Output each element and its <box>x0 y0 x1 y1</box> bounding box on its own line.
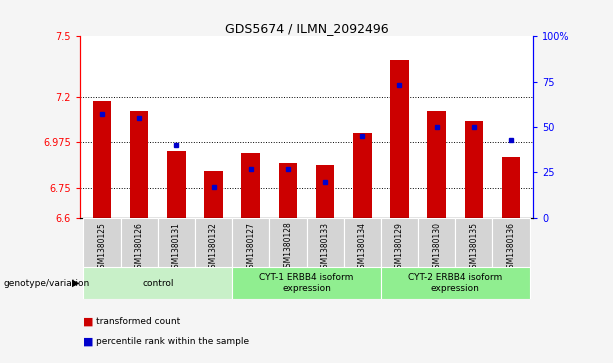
Bar <box>492 218 530 267</box>
Bar <box>316 166 334 218</box>
Bar <box>158 218 195 267</box>
Bar <box>204 171 223 218</box>
Bar <box>427 111 446 218</box>
Text: GSM1380134: GSM1380134 <box>358 222 367 273</box>
Text: GSM1380127: GSM1380127 <box>246 222 255 273</box>
Bar <box>195 218 232 267</box>
Bar <box>93 101 112 218</box>
Bar <box>83 218 121 267</box>
Text: GSM1380130: GSM1380130 <box>432 222 441 273</box>
Text: GSM1380132: GSM1380132 <box>209 222 218 273</box>
Bar <box>381 218 418 267</box>
Text: genotype/variation: genotype/variation <box>3 279 89 287</box>
Text: GSM1380131: GSM1380131 <box>172 222 181 273</box>
Text: GSM1380136: GSM1380136 <box>506 222 516 273</box>
Bar <box>83 267 232 299</box>
Text: transformed count: transformed count <box>96 317 180 326</box>
Bar <box>306 218 344 267</box>
Text: ■: ■ <box>83 336 93 346</box>
Text: GSM1380125: GSM1380125 <box>97 222 107 273</box>
Text: CYT-2 ERBB4 isoform
expression: CYT-2 ERBB4 isoform expression <box>408 273 502 293</box>
Text: ■: ■ <box>83 316 93 326</box>
Bar <box>390 61 409 218</box>
Text: control: control <box>142 279 173 287</box>
Bar <box>455 218 492 267</box>
Title: GDS5674 / ILMN_2092496: GDS5674 / ILMN_2092496 <box>225 22 388 35</box>
Text: GSM1380126: GSM1380126 <box>135 222 143 273</box>
Bar <box>353 133 371 218</box>
Bar <box>344 218 381 267</box>
Bar <box>232 218 269 267</box>
Text: GSM1380128: GSM1380128 <box>283 222 292 273</box>
Text: GSM1380133: GSM1380133 <box>321 222 330 273</box>
Text: GSM1380135: GSM1380135 <box>470 222 478 273</box>
Text: percentile rank within the sample: percentile rank within the sample <box>96 337 249 346</box>
Bar <box>279 163 297 218</box>
Bar <box>465 121 483 218</box>
Bar <box>418 218 455 267</box>
Bar <box>501 157 520 218</box>
Bar <box>130 111 148 218</box>
Text: CYT-1 ERBB4 isoform
expression: CYT-1 ERBB4 isoform expression <box>259 273 354 293</box>
Text: ▶: ▶ <box>72 278 80 288</box>
Bar <box>381 267 530 299</box>
Bar <box>242 153 260 218</box>
Bar <box>121 218 158 267</box>
Bar <box>167 151 186 218</box>
Text: GSM1380129: GSM1380129 <box>395 222 404 273</box>
Bar <box>232 267 381 299</box>
Bar <box>269 218 306 267</box>
